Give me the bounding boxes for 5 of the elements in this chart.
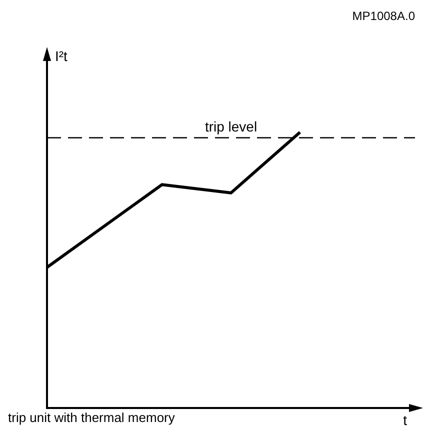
text: MP1008A.0 [352,9,416,23]
ref-line-label: trip level [204,118,258,135]
x-axis-title: t [403,412,408,428]
y-axis-title: I²t [55,48,68,64]
text: trip unit with thermal memory [8,410,176,425]
